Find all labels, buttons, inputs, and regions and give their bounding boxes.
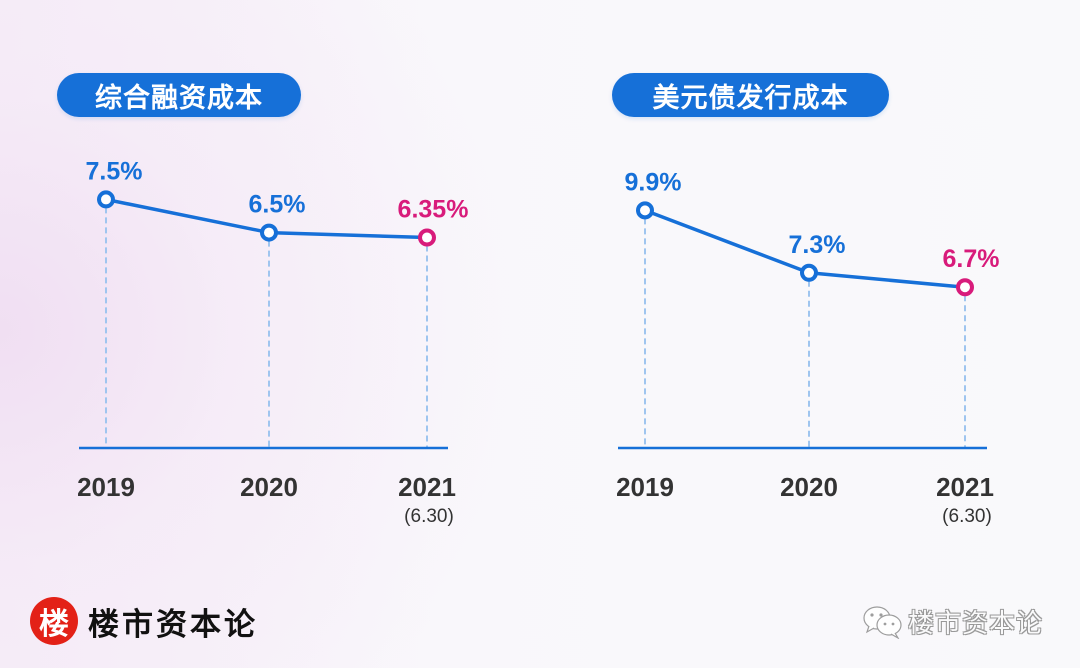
financing-cost-point-2019 (97, 190, 115, 209)
financing-cost-point-2020 (260, 223, 278, 242)
watermark-text: 楼市资本论 (908, 609, 1044, 639)
financing-cost-point-2021 (418, 228, 436, 247)
usd-bond-cost-x-tick-2021: 2021 (936, 472, 994, 502)
financing-cost-x-tick-2020: 2020 (240, 472, 298, 502)
usd-bond-cost-data-label-2021: 6.7% (943, 245, 1000, 273)
usd-bond-cost-point-2019 (636, 201, 654, 220)
chart-title-usd-bond-cost: 美元债发行成本 (612, 73, 889, 117)
brand-logo: 楼 楼市资本论 (30, 597, 258, 645)
financing-cost-data-label-2020: 6.5% (249, 191, 306, 219)
wechat-watermark: 楼市资本论 (862, 603, 1043, 640)
usd-bond-cost-x-tick-2019: 2019 (616, 472, 674, 502)
usd-bond-cost-x-tick-2020: 2020 (780, 472, 838, 502)
wechat-icon (863, 605, 902, 639)
usd-bond-cost-x-subtick-2021: (6.30) (942, 506, 992, 527)
financing-cost-x-tick-2019: 2019 (77, 472, 135, 502)
financing-cost-data-label-2019: 7.5% (86, 157, 143, 185)
financing-cost-x-subtick-2021: (6.30) (404, 506, 454, 527)
chart-title-financing-cost: 综合融资成本 (57, 73, 301, 117)
usd-bond-cost-data-label-2019: 9.9% (625, 168, 682, 196)
usd-bond-cost-point-2020 (800, 263, 818, 282)
usd-bond-cost-point-2021 (956, 278, 974, 297)
brand-name: 楼市资本论 (88, 606, 258, 643)
financing-cost-data-label-2021: 6.35% (398, 196, 469, 224)
brand-badge-icon: 楼 (30, 597, 78, 645)
financing-cost-x-tick-2021: 2021 (398, 472, 456, 502)
usd-bond-cost-data-label-2020: 7.3% (789, 231, 846, 259)
